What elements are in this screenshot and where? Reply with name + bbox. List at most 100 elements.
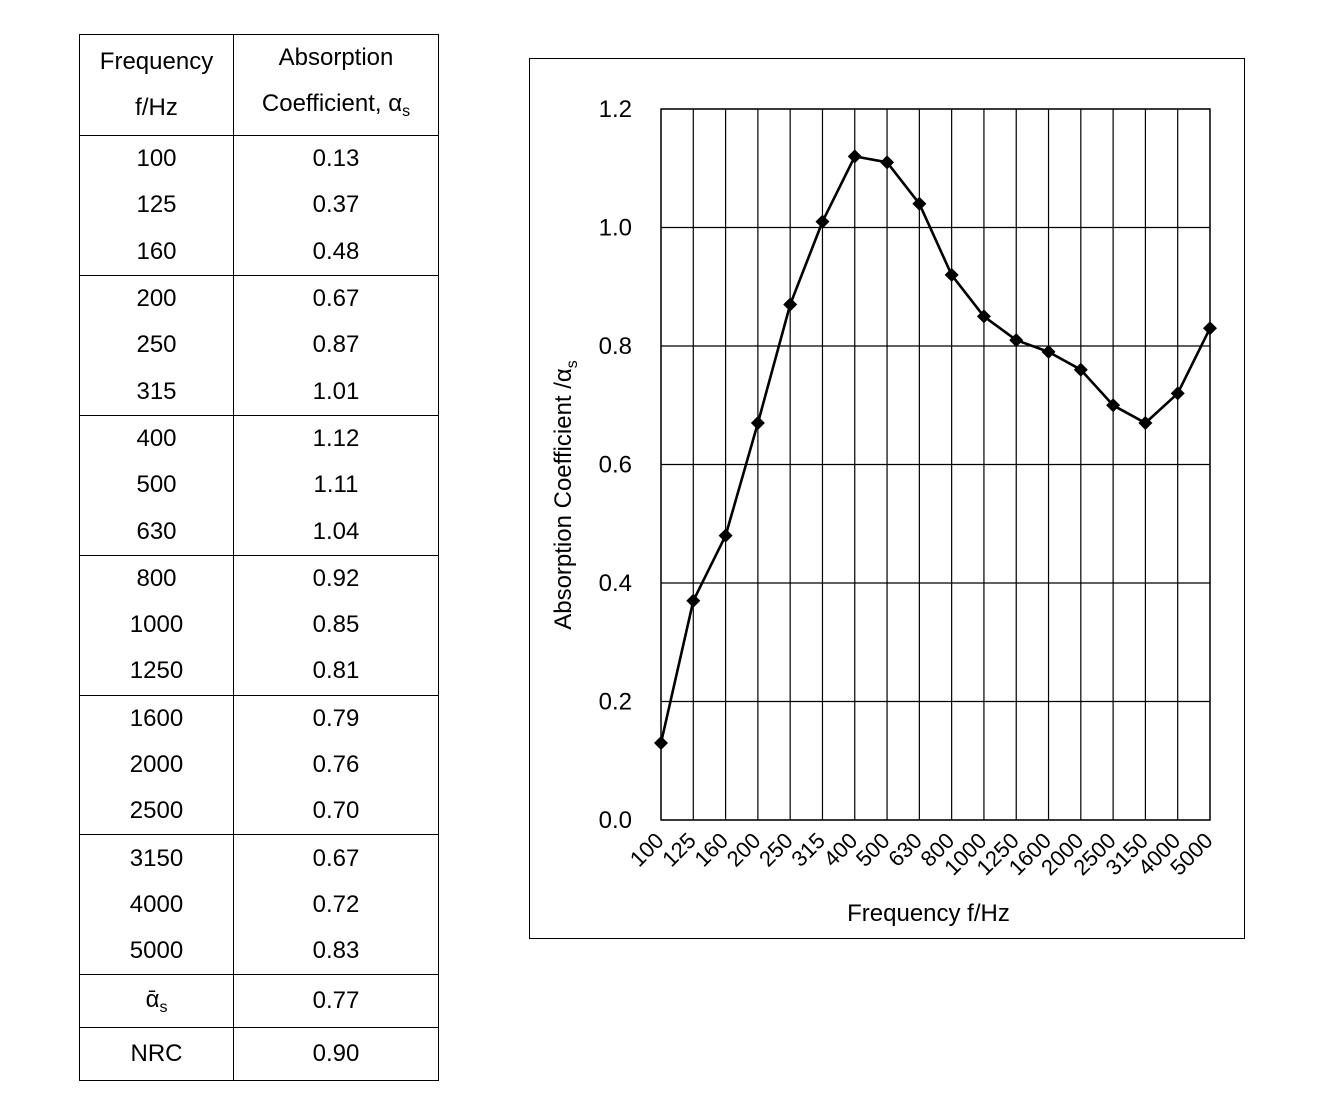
frequency-cell: 630 xyxy=(79,508,234,556)
frequency-cell: 250 xyxy=(79,322,234,369)
chart-frame: 0.0 0.2 0.4 0.6 0.8 1.0 1.2 100 125 160 200 250 315 4… xyxy=(529,58,1245,939)
data-point-marker xyxy=(1009,333,1024,348)
data-point-marker xyxy=(1170,386,1185,401)
table-header-row: Frequency f/Hz Absorption Coefficient, α… xyxy=(79,34,439,136)
data-point-marker xyxy=(880,155,895,170)
table-row: 400 1.12 xyxy=(79,414,439,463)
data-point-marker xyxy=(847,149,862,164)
table-row: 5000 0.83 xyxy=(79,928,439,975)
data-point-marker xyxy=(750,416,765,431)
data-point-marker xyxy=(1073,362,1088,377)
coefficient-header-line2: Coefficient, α xyxy=(261,90,403,117)
table-row: 160 0.48 xyxy=(79,228,439,276)
data-point-marker xyxy=(815,214,830,229)
coefficient-cell: 0.13 xyxy=(233,135,439,183)
frequency-cell: 800 xyxy=(79,554,234,602)
mean-row: ᾱs 0.77 xyxy=(79,974,439,1028)
coefficient-header-subscript: s xyxy=(402,103,411,120)
y-tick-label: 1.0 xyxy=(599,215,632,242)
data-point-marker xyxy=(976,309,991,324)
nrc-label-cell: NRC xyxy=(79,1027,234,1082)
table-row: 1250 0.81 xyxy=(79,648,439,696)
table-row: 4000 0.72 xyxy=(79,881,439,929)
frequency-cell: 400 xyxy=(79,414,234,463)
table-row: 100 0.13 xyxy=(79,135,439,183)
coefficient-cell: 0.87 xyxy=(233,322,439,369)
coefficient-cell: 0.81 xyxy=(233,648,439,696)
coefficient-cell: 0.76 xyxy=(233,741,439,789)
table-row: 1600 0.79 xyxy=(79,694,439,742)
coefficient-cell: 0.72 xyxy=(233,881,439,929)
frequency-cell: 315 xyxy=(79,368,234,416)
table-row: 315 1.01 xyxy=(79,368,439,416)
data-point-marker xyxy=(1138,416,1153,431)
y-axis-label-subscript: s xyxy=(564,360,581,368)
coefficient-cell: 0.83 xyxy=(233,928,439,975)
nrc-row: NRC 0.90 xyxy=(79,1027,439,1082)
coefficient-cell: 0.79 xyxy=(233,694,439,742)
table-row: 2500 0.70 xyxy=(79,788,439,835)
y-axis-label: Absorption Coefficient /αs xyxy=(550,360,581,630)
frequency-cell: 5000 xyxy=(79,928,234,975)
data-point-marker xyxy=(783,297,798,312)
mean-label-cell: ᾱs xyxy=(79,974,234,1028)
table-row: 3150 0.67 xyxy=(79,834,439,882)
coefficient-cell: 1.04 xyxy=(233,508,439,556)
frequency-cell: 2500 xyxy=(79,788,234,835)
data-point-marker xyxy=(944,267,959,282)
table-row: 200 0.67 xyxy=(79,274,439,323)
absorption-data-table: Frequency f/Hz Absorption Coefficient, α… xyxy=(79,34,439,1082)
data-point-marker xyxy=(718,528,733,543)
data-point-marker xyxy=(912,196,927,211)
frequency-cell: 200 xyxy=(79,274,234,323)
table-row: 630 1.04 xyxy=(79,508,439,556)
coefficient-cell: 0.85 xyxy=(233,601,439,649)
frequency-cell: 4000 xyxy=(79,881,234,929)
coefficient-header: Absorption Coefficient, αs xyxy=(233,34,439,136)
mean-value-cell: 0.77 xyxy=(233,974,439,1028)
table-row: 1000 0.85 xyxy=(79,601,439,649)
coefficient-cell: 0.67 xyxy=(233,274,439,323)
y-tick-label: 0.2 xyxy=(599,689,632,716)
coefficient-cell: 0.37 xyxy=(233,182,439,229)
coefficient-header-line1: Absorption xyxy=(278,44,394,71)
y-tick-label: 1.2 xyxy=(599,96,632,123)
frequency-header-line1: Frequency xyxy=(99,48,214,75)
data-point-marker xyxy=(1203,321,1217,336)
frequency-cell: 2000 xyxy=(79,741,234,789)
y-tick-label: 0.4 xyxy=(599,570,632,597)
y-axis-label-text: Absorption Coefficient /α xyxy=(550,368,577,630)
coefficient-cell: 0.48 xyxy=(233,228,439,276)
coefficient-cell: 0.67 xyxy=(233,834,439,882)
data-point-marker xyxy=(686,593,701,608)
frequency-cell: 3150 xyxy=(79,834,234,882)
coefficient-cell: 0.70 xyxy=(233,788,439,835)
table-row: 250 0.87 xyxy=(79,322,439,369)
frequency-cell: 1250 xyxy=(79,648,234,696)
plot-area-border xyxy=(660,108,1211,821)
mean-label: ᾱ xyxy=(145,985,160,1013)
coefficient-cell: 1.01 xyxy=(233,368,439,416)
series-line xyxy=(659,155,1212,744)
frequency-cell: 1000 xyxy=(79,601,234,649)
coefficient-cell: 1.12 xyxy=(233,414,439,463)
absorption-chart: 0.00.20.40.60.81.01.21001251602002503154… xyxy=(550,96,1218,927)
y-tick-label: 0.6 xyxy=(599,452,632,479)
frequency-cell: 125 xyxy=(79,182,234,229)
coefficient-cell: 0.92 xyxy=(233,554,439,602)
frequency-cell: 160 xyxy=(79,228,234,276)
nrc-value-cell: 0.90 xyxy=(233,1027,439,1082)
data-point-marker xyxy=(1041,344,1056,359)
y-tick-label: 0.8 xyxy=(599,333,632,360)
frequency-header: Frequency f/Hz xyxy=(79,34,234,136)
table-row: 500 1.11 xyxy=(79,462,439,509)
mean-label-subscript: s xyxy=(159,998,168,1016)
x-axis-label: Frequency f/Hz xyxy=(847,900,1010,927)
frequency-cell: 1600 xyxy=(79,694,234,742)
table-row: 2000 0.76 xyxy=(79,741,439,789)
data-point-marker xyxy=(654,735,668,750)
data-point-marker xyxy=(1106,398,1121,413)
frequency-cell: 500 xyxy=(79,462,234,509)
table-row: 800 0.92 xyxy=(79,554,439,602)
frequency-cell: 100 xyxy=(79,135,234,183)
